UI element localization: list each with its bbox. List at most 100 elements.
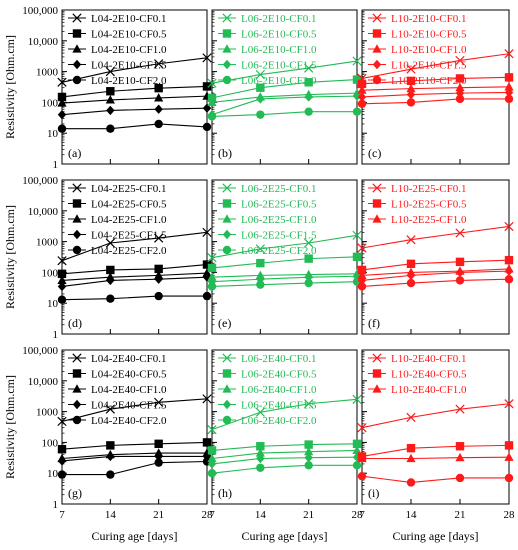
- data-point: [504, 49, 514, 59]
- data-point: [455, 94, 465, 104]
- series-L06-2E10-CF1.5: [207, 91, 362, 120]
- y-tick-label: 100,000: [22, 345, 58, 357]
- series-line: [211, 443, 358, 451]
- series-line: [61, 263, 208, 275]
- data-point: [455, 404, 465, 414]
- series-L04-2E10-CF1.5: [57, 103, 212, 120]
- legend-marker: [222, 199, 232, 208]
- data-point: [154, 291, 163, 301]
- legend: L10-2E40-CF0.1 L10-2E40-CF0.5 L10-2E40-CF1…: [368, 353, 467, 396]
- data-point: [357, 79, 367, 89]
- data-point: [154, 397, 164, 407]
- data-point: [406, 83, 416, 93]
- series-line: [61, 85, 208, 98]
- data-point: [504, 452, 514, 461]
- data-point: [504, 221, 514, 232]
- legend-entry: L04-2E25-CF2.0: [91, 245, 167, 257]
- series-L10-2E10-CF1.5: [357, 87, 514, 102]
- legend-marker: [72, 75, 82, 85]
- y-axis-label-row-1: Resistivity [Ohm.cm]: [3, 35, 17, 139]
- series-line: [211, 234, 358, 259]
- legend-entry: L10-2E40-CF1.0: [391, 384, 467, 396]
- y-tick-label: 100: [42, 97, 59, 109]
- data-point: [202, 53, 212, 63]
- legend-entry: L06-2E10-CF1.5: [241, 60, 317, 72]
- legend-marker: [222, 245, 232, 255]
- plot-frame: [61, 349, 208, 505]
- y-tick-label: 100: [42, 437, 59, 449]
- data-point: [357, 423, 367, 433]
- data-point: [352, 107, 362, 116]
- data-point: [357, 270, 367, 279]
- data-point: [504, 87, 514, 98]
- series-line: [211, 464, 357, 474]
- y-tick-label: 100,000: [22, 5, 58, 17]
- data-point: [455, 88, 465, 98]
- data-point: [256, 280, 265, 289]
- data-point: [256, 463, 265, 472]
- legend-entry: L04-2E40-CF2.0: [91, 415, 167, 427]
- data-point: [304, 238, 314, 248]
- y-tick-label: 1000: [36, 67, 59, 79]
- series-line: [61, 107, 208, 116]
- y-tick-label: 10,000: [28, 36, 59, 48]
- panel-label: (a): [68, 146, 81, 160]
- plot-frame: [61, 179, 208, 335]
- data-point: [455, 452, 465, 462]
- data-point: [57, 470, 67, 479]
- series-line: [211, 256, 358, 269]
- data-point: [504, 399, 514, 409]
- data-point: [256, 110, 265, 119]
- data-point: [504, 73, 514, 82]
- legend-entry: L06-2E10-CF2.0: [241, 75, 317, 87]
- legend-marker: [372, 353, 382, 363]
- legend-entry: L10-2E10-CF0.1: [391, 13, 466, 25]
- y-tick-label: 1: [53, 159, 59, 171]
- y-tick-label: 1000: [36, 237, 59, 249]
- data-point: [207, 112, 217, 121]
- y-tick-label: 100: [42, 267, 59, 279]
- data-point: [154, 264, 163, 274]
- series-L06-2E10-CF0.1: [207, 56, 362, 88]
- series-L06-2E25-CF2.0: [207, 277, 362, 291]
- data-point: [304, 452, 313, 463]
- data-point: [304, 446, 314, 456]
- series-line: [361, 403, 510, 429]
- x-tick-label: 21: [153, 509, 164, 521]
- x-tick-label: 21: [303, 509, 314, 521]
- data-point: [154, 119, 163, 129]
- legend-marker: [72, 384, 82, 393]
- legend-marker: [222, 353, 232, 363]
- legend-entry: L04-2E10-CF0.5: [91, 29, 167, 41]
- x-tick-label: 14: [406, 509, 418, 521]
- data-point: [256, 83, 265, 92]
- y-tick-label: 10,000: [28, 206, 59, 218]
- legend-entry: L06-2E25-CF2.0: [241, 245, 317, 257]
- legend: L04-2E25-CF0.1 L04-2E25-CF0.5 L04-2E25-CF1…: [68, 183, 167, 257]
- series-L06-2E25-CF0.1: [207, 230, 362, 263]
- x-tick-label: 7: [359, 509, 365, 521]
- data-point: [57, 269, 67, 279]
- data-point: [455, 473, 465, 483]
- data-point: [202, 260, 212, 269]
- series-line: [61, 57, 208, 83]
- legend-marker: [72, 44, 82, 53]
- legend-marker: [222, 384, 232, 393]
- plot-frame: [211, 349, 358, 505]
- legend-marker: [222, 415, 232, 425]
- series-line: [211, 79, 358, 99]
- panel-label: (g): [68, 486, 82, 500]
- legend-entry: L04-2E10-CF0.1: [91, 13, 166, 25]
- x-tick-label: 28: [352, 509, 364, 521]
- series-line: [361, 475, 509, 484]
- data-point: [106, 294, 115, 303]
- series-L04-2E25-CF2.0: [57, 291, 212, 304]
- data-point: [455, 267, 465, 278]
- data-point: [207, 469, 217, 478]
- legend-entry: L10-2E40-CF0.1: [391, 353, 466, 365]
- data-point: [504, 255, 514, 265]
- data-point: [455, 442, 465, 451]
- legend-marker: [72, 369, 82, 378]
- legend-entry: L04-2E40-CF0.1: [91, 353, 166, 365]
